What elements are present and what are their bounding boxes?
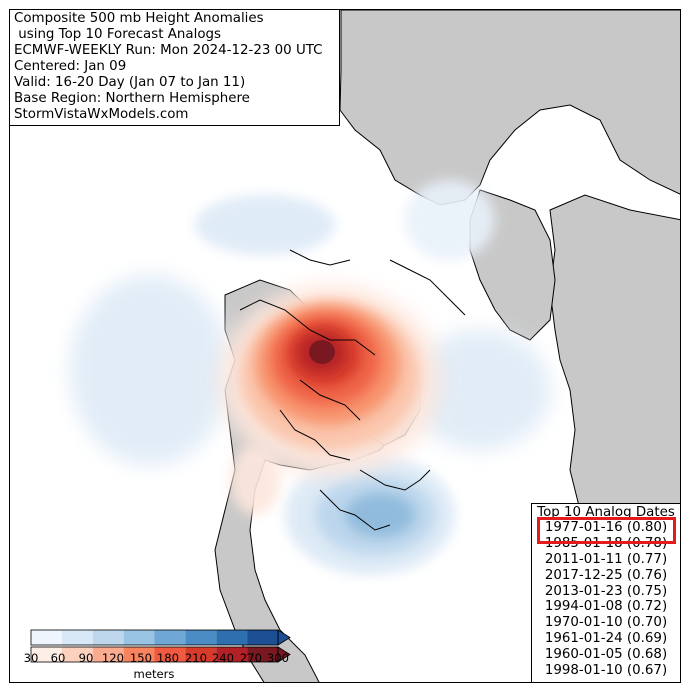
colorbar-blue-extend-arrow bbox=[277, 629, 291, 646]
colorbar-red-border bbox=[30, 646, 279, 663]
neg-anomaly-siberia bbox=[195, 195, 335, 255]
analog-list-box: Top 10 Analog Dates 1977-01-16 (0.80) 19… bbox=[531, 503, 681, 683]
top-analog-highlight bbox=[537, 517, 676, 544]
colorbar-red-swatch bbox=[185, 647, 217, 662]
colorbar-blue-swatch bbox=[154, 630, 186, 645]
colorbar-tick: 210 bbox=[184, 651, 208, 665]
colorbar-tick: 270 bbox=[239, 651, 263, 665]
map-frame bbox=[9, 9, 681, 683]
analog-item: 1960-01-05 (0.68) bbox=[544, 647, 668, 663]
colorbar-units: meters bbox=[133, 667, 175, 681]
colorbar-red-swatch bbox=[61, 647, 93, 662]
title-box: Composite 500 mb Height Anomalies using … bbox=[9, 9, 340, 126]
colorbar-tick: 150 bbox=[129, 651, 153, 665]
colorbar-blue-swatch bbox=[31, 630, 62, 645]
colorbar-blue-swatch bbox=[185, 630, 217, 645]
colorbar-blue-swatch bbox=[216, 630, 248, 645]
colorbar bbox=[30, 629, 291, 663]
title-line-7: StormVistaWxModels.com bbox=[14, 107, 189, 122]
asia-landmass bbox=[339, 10, 680, 206]
analog-list: 1977-01-16 (0.80) 1985-01-18 (0.78) 2011… bbox=[532, 520, 680, 679]
colorbar-tick: 300 bbox=[266, 651, 290, 665]
title-line-5: Valid: 16-20 Day (Jan 07 to Jan 11) bbox=[14, 75, 246, 90]
anomaly-map bbox=[70, 10, 680, 682]
neg-anomaly-atlantic bbox=[410, 330, 550, 450]
anomaly-shading bbox=[70, 180, 550, 575]
colorbar-red-swatch bbox=[92, 647, 124, 662]
analog-item: 1977-01-16 (0.80) bbox=[544, 520, 668, 535]
colorbar-tick: 120 bbox=[101, 651, 125, 665]
title-line-6: Base Region: Northern Hemisphere bbox=[14, 91, 250, 106]
analog-item: 1998-01-10 (0.67) bbox=[544, 663, 668, 679]
colorbar-tick: 240 bbox=[211, 651, 235, 665]
title-line-3: ECMWF-WEEKLY Run: Mon 2024-12-23 00 UTC bbox=[14, 43, 323, 58]
colorbar-tick: 180 bbox=[156, 651, 180, 665]
colorbar-blue-border bbox=[30, 629, 279, 646]
colorbar-blue-swatch bbox=[61, 630, 93, 645]
analog-list-title: Top 10 Analog Dates bbox=[537, 505, 675, 520]
colorbar-tick: 90 bbox=[78, 651, 94, 665]
colorbar-tick: 30 bbox=[23, 651, 39, 665]
title-line-2: using Top 10 Forecast Analogs bbox=[14, 27, 221, 42]
title-line-4: Centered: Jan 09 bbox=[14, 59, 127, 74]
analog-item: 2013-01-23 (0.75) bbox=[544, 583, 668, 599]
neg-anomaly-pacific bbox=[70, 275, 230, 465]
colorbar-red-swatch bbox=[216, 647, 248, 662]
colorbar-red-swatch bbox=[123, 647, 155, 662]
colorbar-red-swatch bbox=[31, 647, 62, 662]
colorbar-blue-swatch bbox=[92, 630, 124, 645]
coastlines bbox=[239, 249, 466, 531]
neg-anomaly-eastern-us bbox=[345, 493, 415, 537]
colorbar-tick: 60 bbox=[50, 651, 66, 665]
analog-item: 1994-01-08 (0.72) bbox=[544, 599, 668, 615]
colorbar-blue-swatch bbox=[123, 630, 155, 645]
colorbar-red-swatch bbox=[247, 647, 278, 662]
analog-item: 2011-01-11 (0.77) bbox=[544, 551, 668, 567]
title-line-1: Composite 500 mb Height Anomalies bbox=[14, 11, 264, 26]
pos-anomaly-max bbox=[309, 340, 335, 364]
colorbar-red-swatch bbox=[154, 647, 186, 662]
colorbar-blue-swatch bbox=[247, 630, 278, 645]
analog-item: 2017-12-25 (0.76) bbox=[544, 567, 668, 583]
neg-anomaly-europe bbox=[405, 180, 495, 260]
analog-item: 1961-01-24 (0.69) bbox=[544, 631, 668, 647]
analog-item: 1970-01-10 (0.70) bbox=[544, 615, 668, 631]
